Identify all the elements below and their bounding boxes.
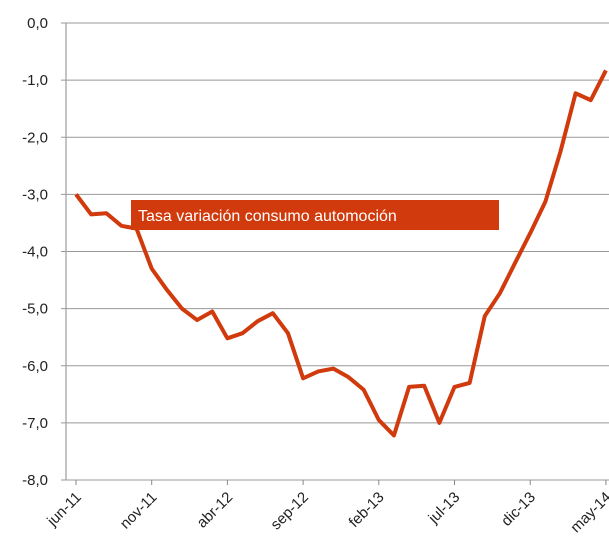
x-tick-label: may-14 bbox=[567, 489, 609, 536]
legend-label: Tasa variación consumo automoción bbox=[138, 208, 397, 225]
x-tick-label: nov-11 bbox=[117, 489, 161, 533]
y-tick-label: -6,0 bbox=[22, 358, 48, 375]
x-tick-label: feb-13 bbox=[346, 489, 388, 531]
line-series bbox=[74, 69, 608, 438]
y-tick-label: 0,0 bbox=[27, 15, 48, 32]
y-tick-label: -8,0 bbox=[22, 472, 48, 489]
y-tick-label: -1,0 bbox=[22, 72, 48, 89]
x-tick-label: sep-12 bbox=[267, 489, 311, 533]
x-tick-label: abr-12 bbox=[194, 489, 237, 532]
y-tick-label: -5,0 bbox=[22, 301, 48, 318]
y-tick-label: -3,0 bbox=[22, 186, 48, 203]
y-tick-label: -4,0 bbox=[22, 244, 48, 261]
x-tick-label: jun-11 bbox=[43, 489, 84, 530]
y-tick-label: -7,0 bbox=[22, 415, 48, 432]
y-tick-label: -2,0 bbox=[22, 129, 48, 146]
x-tick-label: dic-13 bbox=[498, 489, 539, 530]
x-tick-label: jul-13 bbox=[425, 489, 464, 528]
legend-box bbox=[131, 200, 499, 230]
